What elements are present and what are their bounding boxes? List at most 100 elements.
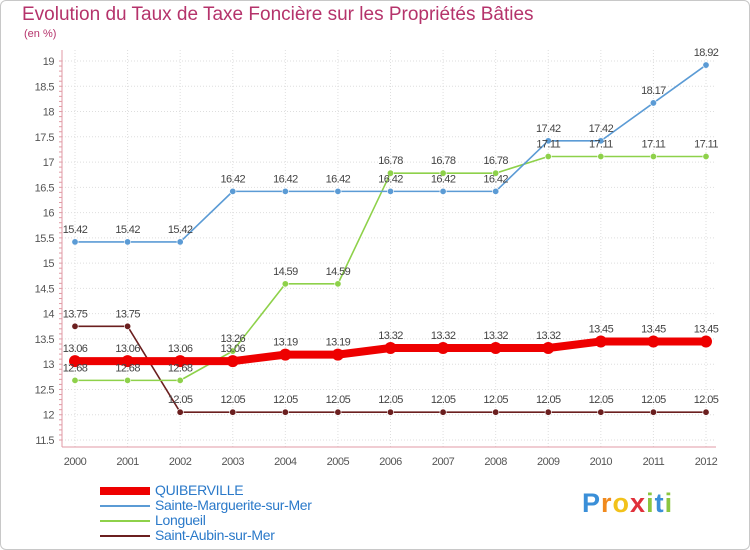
data-label-longueil: 12.68 xyxy=(115,362,140,374)
data-label-quiberville: 13.32 xyxy=(536,330,561,342)
x-tick-label: 2012 xyxy=(695,456,718,468)
data-label-longueil: 16.78 xyxy=(431,155,456,167)
legend-swatch-quiberville xyxy=(100,487,150,495)
data-point-saint-aubin-sur-mer xyxy=(176,408,184,416)
legend-swatch-sainte-marguerite xyxy=(100,505,150,507)
data-label-quiberville: 13.45 xyxy=(694,323,719,335)
data-label-longueil: 12.68 xyxy=(63,362,88,374)
data-point-quiberville xyxy=(542,342,555,355)
logo-letter: i xyxy=(646,488,655,518)
x-tick-label: 2008 xyxy=(484,456,507,468)
y-tick-label: 11.5 xyxy=(35,435,54,447)
data-label-saint-aubin-sur-mer: 12.05 xyxy=(589,394,614,406)
data-label-longueil: 17.11 xyxy=(589,139,613,151)
data-point-longueil xyxy=(649,153,657,161)
x-tick-label: 2011 xyxy=(643,456,665,468)
data-point-longueil xyxy=(544,153,552,161)
y-tick-label: 12.5 xyxy=(35,384,55,396)
y-tick-label: 14.5 xyxy=(35,283,55,295)
logo-letter: i xyxy=(664,488,674,518)
data-label-quiberville: 13.32 xyxy=(483,330,508,342)
data-point-sainte-marguerite-sur-mer xyxy=(492,187,500,195)
y-tick-label: 15 xyxy=(43,258,55,270)
data-label-quiberville: 13.06 xyxy=(115,343,140,355)
data-label-longueil: 13.26 xyxy=(220,333,245,345)
logo-letter: x xyxy=(630,488,647,518)
data-label-longueil: 14.59 xyxy=(273,266,298,278)
data-point-longueil xyxy=(176,376,184,384)
data-label-sainte-marguerite-sur-mer: 16.42 xyxy=(431,173,456,185)
data-point-sainte-marguerite-sur-mer xyxy=(334,187,342,195)
data-point-quiberville xyxy=(437,342,450,355)
data-label-quiberville: 13.32 xyxy=(431,330,456,342)
data-point-quiberville xyxy=(647,335,660,348)
y-tick-label: 12 xyxy=(43,410,55,422)
data-point-saint-aubin-sur-mer xyxy=(334,408,342,416)
data-label-longueil: 17.11 xyxy=(694,139,718,151)
legend-label-longueil: Longueil xyxy=(155,512,206,528)
data-label-sainte-marguerite-sur-mer: 17.42 xyxy=(589,123,614,135)
data-point-quiberville xyxy=(489,342,502,355)
data-point-longueil xyxy=(702,153,710,161)
data-point-quiberville xyxy=(279,348,292,361)
data-point-saint-aubin-sur-mer xyxy=(439,408,447,416)
data-point-longueil xyxy=(124,376,132,384)
data-point-saint-aubin-sur-mer xyxy=(597,408,605,416)
data-point-saint-aubin-sur-mer xyxy=(281,408,289,416)
data-point-saint-aubin-sur-mer xyxy=(544,408,552,416)
data-label-sainte-marguerite-sur-mer: 16.42 xyxy=(326,173,351,185)
y-tick-label: 18.5 xyxy=(35,81,55,93)
data-point-saint-aubin-sur-mer xyxy=(386,408,394,416)
data-label-saint-aubin-sur-mer: 12.05 xyxy=(431,394,456,406)
logo-letter: o xyxy=(612,488,631,518)
data-point-saint-aubin-sur-mer xyxy=(492,408,500,416)
data-point-sainte-marguerite-sur-mer xyxy=(649,99,657,107)
x-tick-label: 2003 xyxy=(222,456,245,468)
y-tick-label: 13.5 xyxy=(35,334,55,346)
y-tick-label: 13 xyxy=(43,359,55,371)
logo-letter: P xyxy=(582,488,602,518)
data-label-sainte-marguerite-sur-mer: 16.42 xyxy=(483,173,508,185)
data-label-sainte-marguerite-sur-mer: 15.42 xyxy=(63,224,88,236)
data-point-quiberville xyxy=(331,348,344,361)
x-tick-label: 2006 xyxy=(379,456,402,468)
data-label-longueil: 14.59 xyxy=(326,266,351,278)
data-point-longueil xyxy=(492,169,500,177)
data-point-quiberville xyxy=(121,355,134,368)
data-point-longueil xyxy=(229,347,237,355)
x-tick-label: 2009 xyxy=(537,456,560,468)
data-label-quiberville: 13.45 xyxy=(589,323,614,335)
data-point-saint-aubin-sur-mer xyxy=(229,408,237,416)
data-point-longueil xyxy=(334,280,342,288)
data-label-sainte-marguerite-sur-mer: 16.42 xyxy=(378,173,403,185)
data-point-sainte-marguerite-sur-mer xyxy=(597,137,605,145)
data-label-longueil: 16.78 xyxy=(483,155,508,167)
data-point-longueil xyxy=(386,169,394,177)
y-tick-label: 19 xyxy=(43,56,55,68)
x-tick-label: 2004 xyxy=(274,456,297,468)
legend-swatch-saint-aubin xyxy=(100,535,150,537)
legend-label-saint-aubin: Saint-Aubin-sur-Mer xyxy=(155,527,275,543)
data-label-saint-aubin-sur-mer: 12.05 xyxy=(641,394,666,406)
chart-title: Evolution du Taux de Taxe Foncière sur l… xyxy=(22,4,534,25)
legend-swatch-longueil xyxy=(100,520,150,522)
data-point-quiberville xyxy=(594,335,607,348)
data-label-saint-aubin-sur-mer: 12.05 xyxy=(694,394,719,406)
data-point-longueil xyxy=(71,376,79,384)
data-point-longueil xyxy=(439,169,447,177)
logo-letter: t xyxy=(654,488,665,518)
y-tick-label: 18 xyxy=(43,107,55,119)
x-tick-label: 2007 xyxy=(432,456,455,468)
data-label-saint-aubin-sur-mer: 12.05 xyxy=(536,394,561,406)
data-point-longueil xyxy=(597,153,605,161)
data-label-quiberville: 13.06 xyxy=(168,343,193,355)
data-label-quiberville: 13.06 xyxy=(220,343,245,355)
data-label-longueil: 16.78 xyxy=(378,155,403,167)
data-label-quiberville: 13.45 xyxy=(641,323,666,335)
data-label-saint-aubin-sur-mer: 13.75 xyxy=(115,308,140,320)
x-tick-label: 2002 xyxy=(169,456,192,468)
data-label-sainte-marguerite-sur-mer: 15.42 xyxy=(115,224,140,236)
data-label-saint-aubin-sur-mer: 13.75 xyxy=(63,308,88,320)
